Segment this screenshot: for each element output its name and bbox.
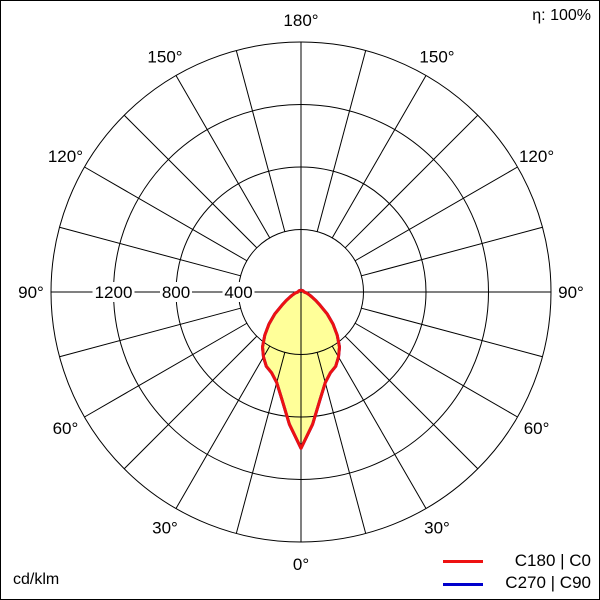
- grid-radial-315: [123, 335, 258, 470]
- grid-radial-135: [344, 114, 479, 249]
- series-curve-c180-c0: [261, 288, 341, 450]
- radial-tick-bg-1200: [92, 282, 135, 302]
- angle-label: 60°: [524, 419, 550, 438]
- angle-label: 30°: [152, 519, 178, 538]
- radial-tick-label: 1200: [95, 283, 133, 302]
- grid-radial-300: [84, 322, 248, 418]
- angle-label: 180°: [283, 11, 318, 30]
- grid-radial-105: [361, 226, 543, 277]
- radial-tick-label: 400: [224, 283, 252, 302]
- angle-label: 60°: [53, 419, 79, 438]
- legend-label-c270-c90: C270 | C90: [505, 573, 591, 592]
- efficiency-label: η: 100%: [532, 7, 591, 24]
- grid-radial-210: [175, 75, 271, 239]
- grid-radial-165: [316, 50, 367, 232]
- legend: C180 | C0 C270 | C90: [431, 551, 591, 595]
- grid-radial-225: [123, 114, 258, 249]
- grid-radial-30: [331, 345, 427, 509]
- grid-radial-195: [235, 50, 286, 232]
- grid-radial-60: [354, 322, 518, 418]
- angle-label: 0°: [293, 555, 309, 574]
- grid-radial-285: [59, 307, 241, 358]
- grid-radial-345: [235, 352, 286, 534]
- radial-tick-bg-400: [222, 282, 255, 302]
- grid-radial-45: [344, 335, 479, 470]
- legend-label-c180-c0: C180 | C0: [514, 551, 591, 570]
- unit-label: cd/klm: [13, 571, 60, 588]
- legend-swatch-c270-c90: [443, 583, 483, 586]
- legend-swatch-c180-c0: [443, 560, 483, 563]
- angle-label: 120°: [519, 147, 554, 166]
- grid-radial-255: [59, 226, 241, 277]
- grid-radial-120: [354, 166, 518, 262]
- radial-tick-label: 800: [162, 283, 190, 302]
- radial-tick-bg-800: [160, 282, 192, 302]
- grid-radial-75: [361, 307, 543, 358]
- grid-radial-150: [331, 75, 427, 239]
- grid-radial-240: [84, 166, 248, 262]
- grid-radial-330: [175, 345, 271, 509]
- grid-radial-15: [316, 352, 367, 534]
- angle-label: 90°: [558, 283, 584, 302]
- angle-label: 90°: [18, 283, 44, 302]
- angle-label: 120°: [48, 147, 83, 166]
- angle-label: 150°: [147, 47, 182, 66]
- angle-label: 30°: [424, 519, 450, 538]
- angle-label: 150°: [419, 47, 454, 66]
